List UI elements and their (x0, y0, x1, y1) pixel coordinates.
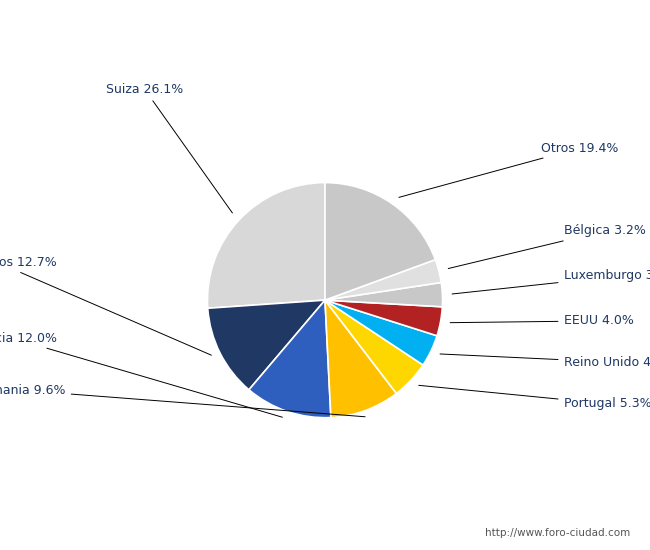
Wedge shape (208, 300, 325, 390)
Wedge shape (325, 300, 437, 365)
Text: Países Bajos 12.7%: Países Bajos 12.7% (0, 256, 211, 355)
Wedge shape (325, 300, 443, 336)
Wedge shape (325, 300, 423, 393)
Wedge shape (325, 300, 396, 417)
Wedge shape (325, 283, 443, 307)
Wedge shape (325, 183, 436, 300)
Text: Alemania 9.6%: Alemania 9.6% (0, 383, 365, 417)
Text: Otros 19.4%: Otros 19.4% (399, 141, 618, 197)
Text: Carballo - Turistas extranjeros según país - Octubre de 2024: Carballo - Turistas extranjeros según pa… (95, 14, 555, 31)
Wedge shape (325, 260, 441, 300)
Text: Francia 12.0%: Francia 12.0% (0, 332, 282, 417)
Text: Bélgica 3.2%: Bélgica 3.2% (448, 224, 645, 268)
Wedge shape (249, 300, 331, 417)
Wedge shape (207, 183, 325, 308)
Text: Portugal 5.3%: Portugal 5.3% (419, 386, 650, 410)
Text: http://www.foro-ciudad.com: http://www.foro-ciudad.com (486, 528, 630, 538)
Text: Luxemburgo 3.3%: Luxemburgo 3.3% (452, 270, 650, 294)
Text: Suiza 26.1%: Suiza 26.1% (106, 82, 233, 213)
Text: Reino Unido 4.4%: Reino Unido 4.4% (440, 354, 650, 369)
Text: EEUU 4.0%: EEUU 4.0% (450, 315, 633, 327)
